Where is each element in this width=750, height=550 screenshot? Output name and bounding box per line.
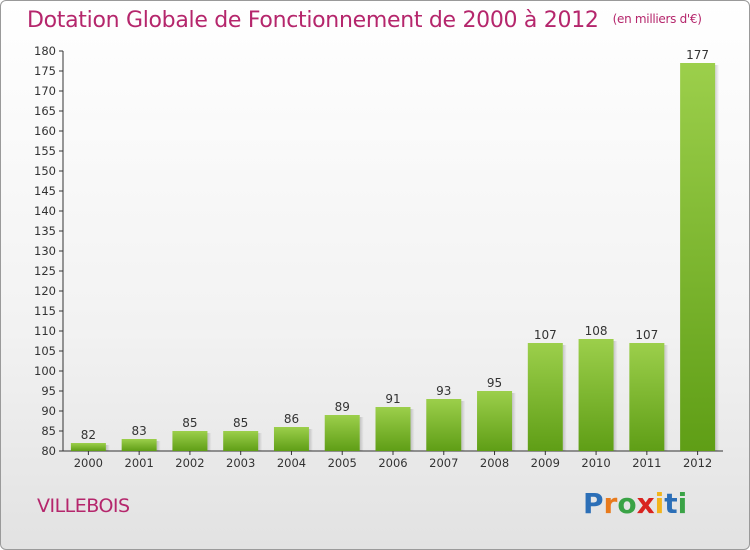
data-label: 89: [335, 400, 350, 414]
y-tick-label: 120: [34, 284, 56, 298]
bar: [121, 439, 157, 451]
bar-shadow: [613, 341, 618, 451]
x-tick-label: 2007: [429, 456, 458, 470]
y-tick-label: 85: [41, 424, 56, 438]
data-label: 108: [585, 324, 608, 338]
y-tick-label: 115: [34, 304, 56, 318]
data-label: 107: [635, 328, 658, 342]
y-tick-label: 90: [41, 404, 56, 418]
bar: [375, 407, 411, 451]
x-tick-label: 2004: [277, 456, 306, 470]
x-tick-label: 2009: [531, 456, 560, 470]
y-tick-label: 165: [34, 104, 56, 118]
y-tick-label: 170: [34, 84, 56, 98]
y-tick-label: 145: [34, 184, 56, 198]
bar-shadow: [512, 393, 517, 451]
x-tick-label: 2008: [480, 456, 509, 470]
value-labels: 82 83 85 85 86 89 91 93 95 107 108 107 177: [81, 48, 709, 442]
chart-title: Dotation Globale de Fonctionnement de 20…: [27, 8, 702, 33]
bar-shadow: [308, 429, 313, 451]
y-tick-label: 160: [34, 124, 56, 138]
data-label: 85: [233, 416, 248, 430]
bar: [629, 343, 665, 451]
y-tick-label: 125: [34, 264, 56, 278]
data-label: 93: [436, 384, 451, 398]
bar: [680, 63, 716, 451]
y-tick-label: 80: [41, 444, 56, 458]
bar-shadow: [715, 65, 720, 451]
data-label: 95: [487, 376, 502, 390]
bar-shadow: [207, 433, 212, 451]
chart-unit: (en milliers d'€): [612, 12, 702, 26]
y-tick-label: 140: [34, 204, 56, 218]
y-tick-label: 100: [34, 364, 56, 378]
logo-letter: t: [664, 487, 678, 520]
logo-letter: i: [654, 487, 665, 520]
x-tick-label: 2011: [632, 456, 661, 470]
logo-letter: x: [636, 487, 655, 520]
y-tick-label: 110: [34, 324, 56, 338]
bar-shadow: [461, 401, 466, 451]
bar: [477, 391, 513, 451]
y-tick-label: 180: [34, 44, 56, 58]
x-tick-label: 2002: [175, 456, 204, 470]
bar: [324, 415, 360, 451]
logo-letter: P: [583, 487, 604, 520]
bar-shadow: [105, 445, 110, 451]
bar-shadow: [562, 345, 567, 451]
data-label: 83: [132, 424, 147, 438]
bar: [223, 431, 259, 451]
x-tick-label: 2001: [125, 456, 154, 470]
commune-name: VILLEBOIS: [37, 495, 130, 517]
chart-title-text: Dotation Globale de Fonctionnement de 20…: [27, 8, 599, 33]
bar: [172, 431, 208, 451]
data-label: 85: [182, 416, 197, 430]
axes: 80 85 90 95 100 105 110 115 120 125 130 135 140 145 15…: [34, 44, 723, 470]
x-tick-label: 2010: [581, 456, 610, 470]
proxiti-logo: Proxiti: [583, 487, 687, 520]
logo-letter: r: [603, 487, 618, 520]
x-tick-label: 2005: [328, 456, 357, 470]
y-tick-label: 105: [34, 344, 56, 358]
data-label: 107: [534, 328, 557, 342]
bar: [578, 339, 614, 451]
x-tick-label: 2012: [683, 456, 712, 470]
bar: [273, 427, 309, 451]
y-tick-label: 155: [34, 144, 56, 158]
data-label: 86: [284, 412, 299, 426]
y-tick-label: 175: [34, 64, 56, 78]
bars: [70, 63, 720, 451]
x-tick-label: 2006: [378, 456, 407, 470]
data-label: 82: [81, 428, 96, 442]
bar: [70, 443, 106, 451]
bar: [527, 343, 563, 451]
bar-shadow: [664, 345, 669, 451]
x-tick-label: 2003: [226, 456, 255, 470]
bar: [426, 399, 462, 451]
y-tick-label: 135: [34, 224, 56, 238]
logo-letter: i: [677, 487, 688, 520]
y-tick-label: 95: [41, 384, 56, 398]
bar-shadow: [258, 433, 263, 451]
bar-shadow: [359, 417, 364, 451]
y-tick-label: 130: [34, 244, 56, 258]
data-label: 177: [686, 48, 709, 62]
data-label: 91: [385, 392, 400, 406]
bar-shadow: [410, 409, 415, 451]
x-tick-label: 2000: [74, 456, 103, 470]
bar-shadow: [156, 441, 161, 451]
logo-letter: o: [617, 487, 637, 520]
y-tick-label: 150: [34, 164, 56, 178]
